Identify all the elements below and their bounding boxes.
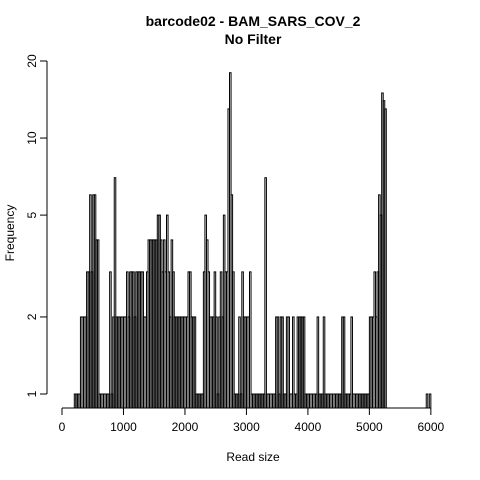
x-axis-label: Read size (226, 450, 280, 464)
histogram-bar (428, 393, 432, 409)
histogram-bar (109, 271, 112, 409)
y-tick-label: 10 (25, 131, 39, 145)
x-tick-label: 1000 (110, 420, 137, 434)
histogram-bar (264, 177, 267, 409)
y-tick-label: 5 (25, 211, 39, 218)
y-tick-label: 20 (25, 54, 39, 68)
chart-subtitle: No Filter (225, 31, 282, 47)
histogram-bar (425, 393, 429, 409)
histogram-bar (384, 108, 387, 409)
x-tick-label: 2000 (172, 420, 199, 434)
x-tick-label: 4000 (295, 420, 322, 434)
y-tick-label: 2 (25, 313, 39, 320)
x-axis: 0 1000 2000 3000 4000 5000 6000 (59, 407, 445, 434)
histogram-bars (73, 72, 432, 409)
histogram-bar (232, 271, 235, 409)
histogram-bar (249, 271, 252, 409)
x-tick-label: 0 (59, 420, 66, 434)
y-axis-label: Frequency (3, 205, 17, 262)
x-tick-label: 5000 (356, 420, 383, 434)
y-tick-label: 1 (25, 390, 39, 397)
x-tick-label: 3000 (233, 420, 260, 434)
y-axis: 1 2 5 10 20 (25, 54, 48, 397)
histogram-bar (96, 239, 100, 409)
x-tick-label: 6000 (418, 420, 445, 434)
chart-title: barcode02 - BAM_SARS_COV_2 (146, 13, 361, 29)
